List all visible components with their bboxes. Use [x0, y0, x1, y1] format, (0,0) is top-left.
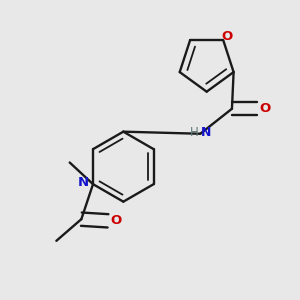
Text: N: N [201, 126, 211, 139]
Text: O: O [111, 214, 122, 227]
Text: H: H [190, 126, 199, 139]
Text: N: N [78, 176, 89, 189]
Text: O: O [222, 30, 233, 43]
Text: O: O [260, 102, 271, 115]
